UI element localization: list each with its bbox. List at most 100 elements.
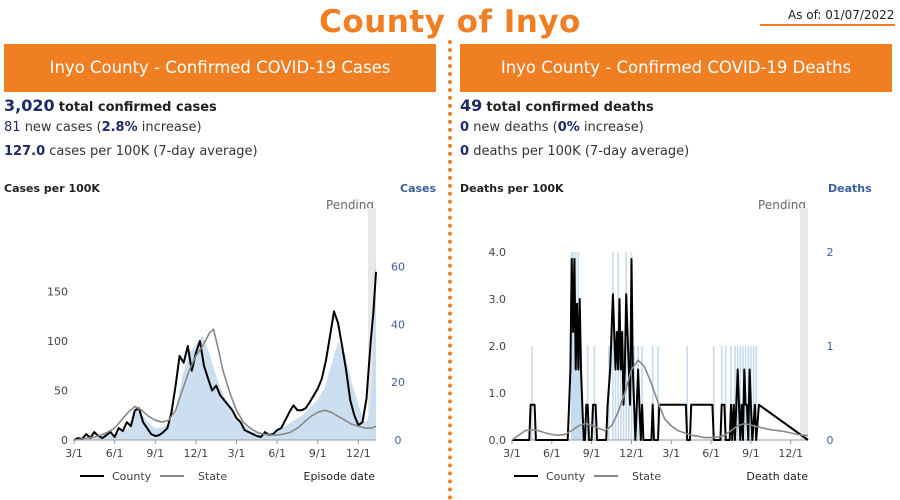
- x-tick-label: 6/1: [702, 447, 720, 460]
- right-series-bar: [712, 346, 715, 440]
- x-tick-label: 12/1: [184, 447, 209, 460]
- right-series-bar: [612, 252, 614, 440]
- y-left-tick-label: 1.0: [489, 387, 507, 400]
- deaths-rate-label: deaths per 100K (7-day average): [473, 144, 690, 159]
- pending-shading: [800, 208, 808, 440]
- right-series-bar: [531, 346, 533, 440]
- x-tick-label: 12/1: [619, 447, 644, 460]
- panel-divider: [448, 40, 452, 500]
- right-series-bar: [730, 346, 732, 440]
- series-line-county: [512, 258, 809, 441]
- deaths-new-pct: 0%: [557, 120, 580, 135]
- cases-total-value: 3,020: [4, 96, 55, 115]
- right-series-bar: [641, 346, 643, 440]
- cases-total: 3,020 total confirmed cases: [4, 96, 217, 115]
- y-left-tick-label: 50: [54, 385, 68, 398]
- right-series-bar: [578, 346, 581, 440]
- legend-label-state: State: [632, 470, 661, 483]
- deaths-rate: 0 deaths per 100K (7-day average): [460, 144, 689, 159]
- as-of-underline: [760, 24, 895, 26]
- x-tick-label: 6/1: [106, 447, 124, 460]
- x-tick-label: 3/1: [503, 447, 521, 460]
- deaths-new: 0 new deaths (0% increase): [460, 120, 644, 135]
- right-series-bar: [657, 346, 659, 440]
- deaths-panel: Inyo County - Confirmed COVID-19 Deaths …: [460, 44, 896, 500]
- right-series-bar: [739, 346, 742, 440]
- y-right-tick-label: 60: [391, 260, 405, 273]
- cases-banner: Inyo County - Confirmed COVID-19 Cases: [4, 44, 436, 92]
- y-left-tick-label: 2.0: [489, 340, 507, 353]
- x-tick-label: 3/1: [662, 447, 680, 460]
- cases-new: 81 new cases (2.8% increase): [4, 120, 202, 135]
- right-series-bar: [720, 346, 723, 440]
- cases-new-label-post: increase): [137, 120, 202, 135]
- legend-label-county: County: [546, 470, 586, 483]
- y-left-tick-label: 100: [47, 335, 68, 348]
- y-left-tick-label: 3.0: [489, 293, 507, 306]
- y-left-tick-label: 0: [61, 434, 68, 447]
- y-left-tick-label: 4.0: [489, 246, 507, 259]
- left-axis-title: Deaths per 100K: [460, 182, 564, 195]
- right-series-bar: [752, 346, 755, 440]
- right-series-bar: [586, 346, 589, 440]
- pending-label: Pending: [758, 198, 806, 212]
- series-line-state: [73, 328, 377, 441]
- x-tick-label: 9/1: [742, 447, 760, 460]
- deaths-chart: Deaths per 100K Deaths Pending 0.0 1.0 2.0 3.0…: [460, 182, 872, 483]
- x-axis-label: Death date: [746, 470, 808, 483]
- y-right-tick-label: 20: [391, 376, 405, 389]
- x-tick-label: 6/1: [543, 447, 561, 460]
- x-tick-label: 9/1: [309, 447, 327, 460]
- cases-rate: 127.0 cases per 100K (7-day average): [4, 144, 258, 159]
- as-of-date: As of: 01/07/2022: [788, 8, 895, 22]
- right-series-bar: [686, 346, 689, 440]
- x-tick-label: 9/1: [583, 447, 601, 460]
- right-axis-title: Cases: [400, 182, 437, 195]
- right-series-bar: [734, 346, 736, 440]
- y-right-tick-label: 1: [827, 340, 834, 353]
- deaths-new-label-post: increase): [579, 120, 644, 135]
- right-series-bar: [572, 252, 574, 440]
- page-title: County of Inyo: [319, 4, 581, 40]
- cases-rate-label: cases per 100K (7-day average): [49, 144, 258, 159]
- y-right-tick-label: 0: [827, 434, 834, 447]
- y-left-tick-label: 0.0: [489, 434, 507, 447]
- x-axis-label: Episode date: [304, 470, 376, 483]
- right-axis-title: Deaths: [828, 182, 872, 195]
- cases-new-pct: 2.8%: [101, 120, 138, 135]
- deaths-total-label: total confirmed deaths: [486, 100, 654, 115]
- legend-label-state: State: [198, 470, 227, 483]
- deaths-total: 49 total confirmed deaths: [460, 96, 654, 115]
- x-tick-label: 3/1: [228, 447, 246, 460]
- right-series-bar: [620, 346, 622, 440]
- deaths-new-label-pre: new deaths (: [473, 120, 558, 135]
- right-series-bar: [573, 346, 576, 440]
- x-tick-label: 9/1: [146, 447, 164, 460]
- right-series-bar: [724, 346, 727, 440]
- deaths-new-value: 0: [460, 120, 470, 135]
- legend-label-county: County: [112, 470, 152, 483]
- x-tick-label: 3/1: [65, 447, 83, 460]
- right-series-bar: [593, 346, 596, 440]
- cases-panel: Inyo County - Confirmed COVID-19 Cases 3…: [4, 44, 440, 500]
- pending-label: Pending: [326, 198, 374, 212]
- right-series-bar: [614, 346, 617, 440]
- right-series-bar: [570, 252, 573, 440]
- cases-chart: Cases per 100K Cases Pending 0 50 100 150 0 20 40…: [4, 182, 437, 483]
- x-tick-label: 6/1: [268, 447, 286, 460]
- y-right-tick-label: 0: [395, 434, 402, 447]
- left-axis-title: Cases per 100K: [4, 182, 100, 195]
- deaths-rate-value: 0: [460, 144, 470, 159]
- series-line-county: [73, 271, 377, 441]
- right-series-bar: [755, 346, 758, 440]
- deaths-banner: Inyo County - Confirmed COVID-19 Deaths: [460, 44, 892, 92]
- cases-total-label: total confirmed cases: [58, 100, 217, 115]
- y-right-tick-label: 2: [827, 246, 834, 259]
- x-tick-label: 12/1: [778, 447, 803, 460]
- cases-new-label-pre: new cases (: [24, 120, 102, 135]
- cases-rate-value: 127.0: [4, 144, 46, 159]
- y-right-tick-label: 40: [391, 318, 405, 331]
- series-line-state: [511, 359, 808, 441]
- x-tick-label: 12/1: [346, 447, 371, 460]
- cases-new-value: 81: [4, 120, 21, 135]
